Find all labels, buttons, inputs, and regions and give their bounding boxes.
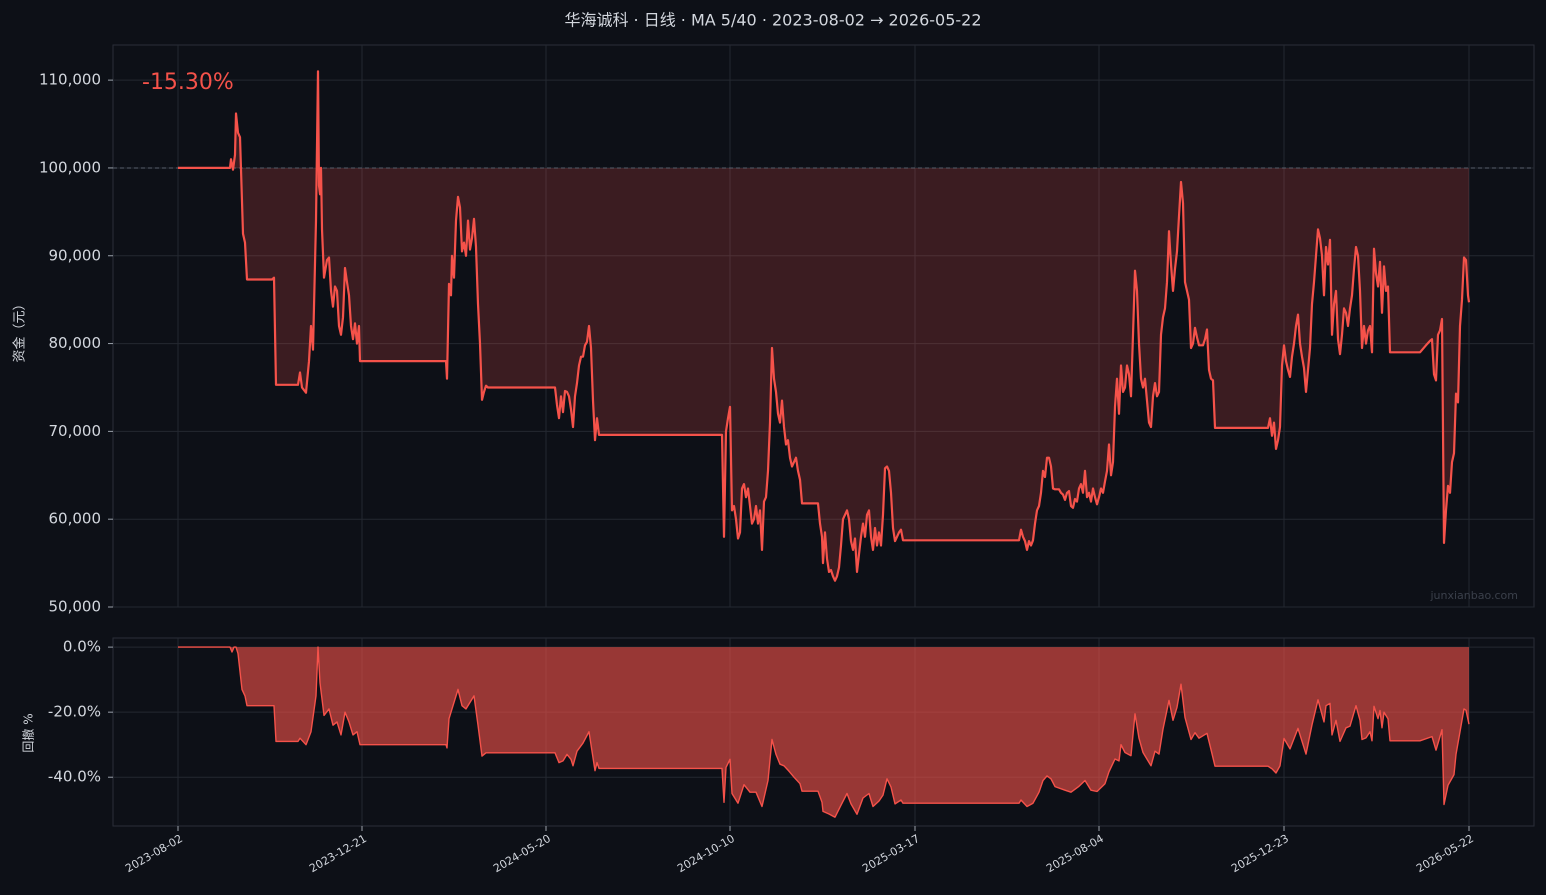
area-below-baseline [178, 71, 1469, 581]
plot-layer: 50,000 60,000 70,000 80,000 90,000 100,000 110… [39, 45, 1534, 875]
drawdown-line [178, 646, 1470, 818]
y-tick-label: 0.0% [63, 638, 101, 656]
drawdown-axis-label: 回撤 % [21, 713, 36, 752]
drawdown-area [178, 647, 1469, 818]
drawdown-panel-frame [112, 637, 1535, 827]
y-tick-label: 80,000 [49, 334, 102, 352]
y-tick-label: 100,000 [39, 158, 101, 176]
watermark: junxianbao.com [1429, 589, 1518, 602]
equity-line [178, 70, 1471, 582]
y-tick-label: 50,000 [49, 598, 102, 616]
y-tick-label: -40.0% [48, 768, 101, 786]
y-tick-label: 110,000 [39, 71, 101, 89]
return-annotation: -15.30% [142, 70, 234, 95]
y-tick-label: 90,000 [49, 246, 102, 264]
y-tick-label: 60,000 [49, 510, 102, 528]
y-axis-label: 资金（元） [12, 297, 28, 362]
y-tick-label: -20.0% [48, 703, 101, 721]
chart-title: 华海诚科 · 日线 · MA 5/40 · 2023-08-02 → 2026-… [564, 11, 981, 30]
y-tick-label: 70,000 [49, 422, 102, 440]
